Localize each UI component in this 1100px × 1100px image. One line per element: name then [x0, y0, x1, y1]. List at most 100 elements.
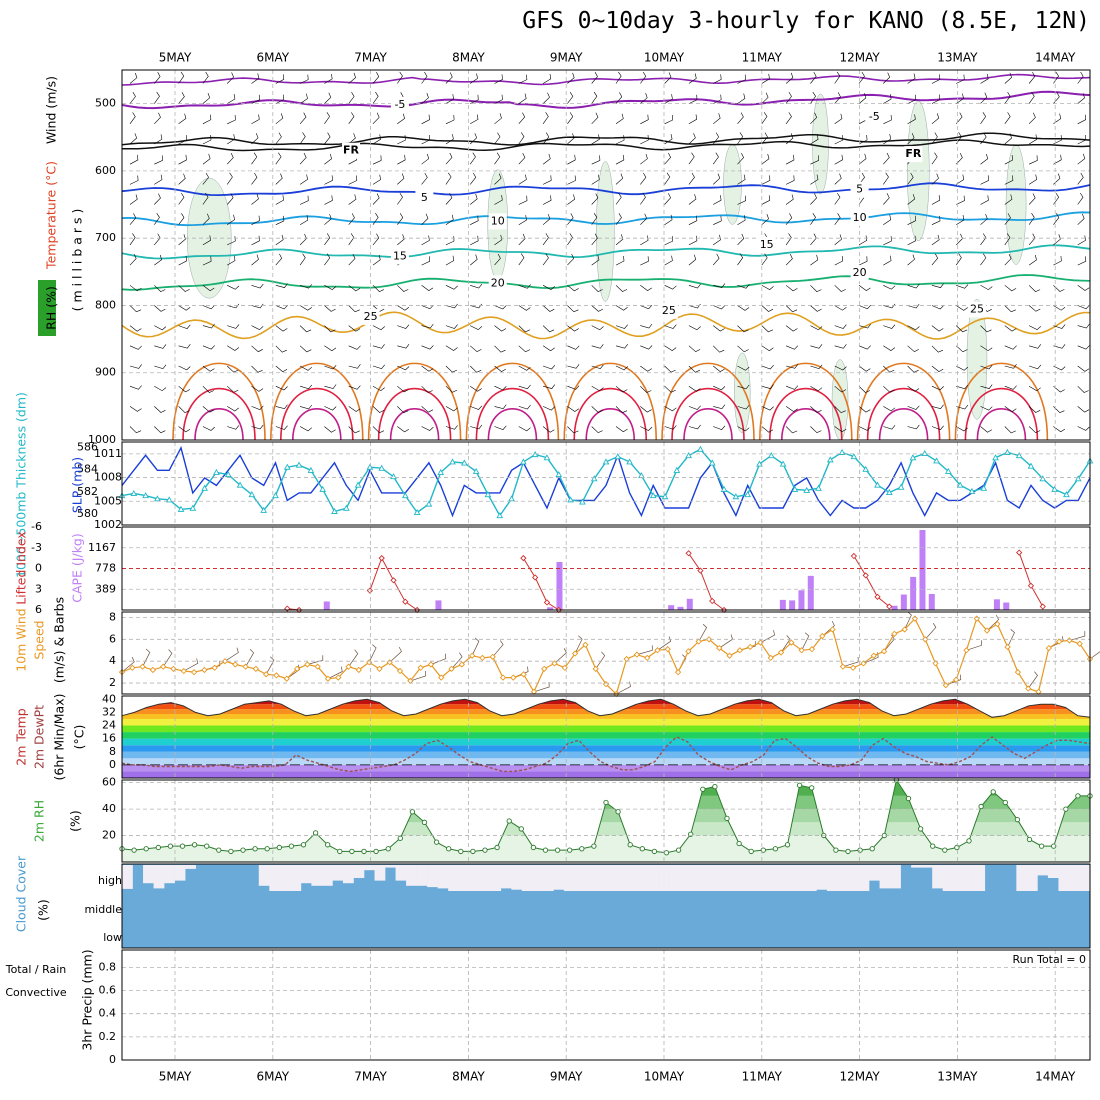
thickness-marker — [826, 456, 834, 463]
wind-barb — [1028, 385, 1041, 392]
wind-barb — [956, 74, 965, 84]
wind-barb — [737, 426, 750, 432]
lifted-index-marker — [1039, 603, 1046, 610]
wind-speed-marker — [438, 674, 445, 681]
isotherm-label: 5 — [856, 183, 863, 196]
thickness-marker — [708, 459, 716, 466]
wind-barb — [761, 305, 774, 312]
wind-barb — [1077, 134, 1087, 145]
wind-barb — [761, 213, 769, 225]
wind-barb — [518, 325, 530, 333]
isotherm-label: 10 — [853, 211, 867, 224]
high-cloud-gap — [816, 865, 828, 890]
wind-barb — [154, 385, 167, 392]
wind-barb — [178, 213, 185, 225]
rh-shading — [966, 299, 988, 420]
wind-barb — [858, 71, 865, 84]
rh-marker — [591, 843, 597, 849]
wind-speed-marker — [623, 655, 630, 663]
wind-barb — [154, 193, 161, 205]
wind-barb — [421, 153, 430, 165]
wind-barb — [275, 132, 282, 145]
wind-barb — [542, 153, 551, 165]
wind-barb — [1077, 256, 1087, 266]
wind-speed-marker — [870, 652, 877, 659]
wind-speed-marker — [448, 665, 455, 672]
wind-barb — [980, 92, 988, 104]
wind-barb — [980, 73, 989, 84]
wind-barb — [761, 253, 768, 266]
rh-marker — [675, 847, 682, 853]
high-cloud-gap — [1026, 865, 1038, 891]
wind-barb — [324, 305, 336, 312]
rh-marker — [639, 846, 645, 852]
wind-barb — [178, 344, 191, 349]
wind-barb — [931, 94, 941, 104]
precip-rain-label: Total / Rain — [5, 963, 67, 976]
wind-barb — [737, 74, 746, 84]
rh-marker — [954, 844, 960, 851]
wind-barb — [567, 364, 580, 369]
wind-barb — [955, 152, 963, 165]
wind-speed-marker — [1066, 637, 1073, 644]
wind-barb — [883, 303, 896, 309]
cape-bar — [928, 593, 935, 610]
high-cloud-gap — [311, 865, 323, 886]
wind-barb — [931, 113, 940, 125]
thickness-marker — [390, 473, 397, 480]
cape-bar — [435, 600, 442, 610]
wind-speed-marker — [304, 661, 311, 668]
wind-barb — [858, 153, 867, 165]
wind-barb — [129, 175, 139, 185]
wind-barb — [129, 406, 142, 412]
celsius-axis-label: (°C) — [72, 725, 87, 750]
thickness-marker — [767, 452, 775, 459]
isotherm-dome — [781, 407, 831, 441]
wind-barb — [300, 404, 313, 410]
wind-barb — [397, 113, 405, 125]
high-cloud-gap — [953, 865, 965, 891]
wind-barb — [640, 93, 648, 104]
wind-barb — [1004, 285, 1017, 292]
wind-barb — [445, 324, 458, 329]
wind-speed-marker — [324, 675, 332, 682]
wind-speed-marker — [1045, 644, 1052, 652]
wind-barb-10m — [307, 655, 324, 665]
wind-barb — [275, 305, 288, 310]
pressure-axis-label: ( m i l l i b a r s ) — [70, 209, 85, 312]
cloud-level-label: middle — [84, 903, 122, 916]
wind-barb — [955, 132, 962, 145]
high-cloud-gap — [521, 865, 533, 891]
wind-barb — [299, 253, 306, 266]
wind-barb — [494, 404, 507, 410]
wind-barb — [372, 406, 385, 413]
wind-barb — [785, 112, 792, 124]
wind-barb — [372, 364, 385, 370]
high-cloud-gap — [174, 865, 186, 881]
wind-tick: 8 — [109, 610, 116, 623]
wind-barb — [834, 285, 846, 292]
date-label-top: 8MAY — [452, 51, 485, 65]
wind-barb — [542, 305, 555, 312]
pressure-tick: 900 — [95, 366, 116, 379]
wind-barb — [858, 285, 871, 291]
wind-barb — [1028, 254, 1037, 266]
thickness-marker — [283, 463, 291, 470]
wind-barb — [737, 215, 746, 225]
high-cloud-gap — [1079, 865, 1091, 891]
wind-speed-marker — [829, 626, 836, 633]
temperature-band — [122, 751, 1090, 759]
high-cloud-gap — [300, 865, 312, 884]
slp-line — [121, 445, 1091, 518]
wind-barb — [275, 253, 283, 266]
rh-marker — [433, 839, 440, 845]
wind-barb — [421, 71, 428, 84]
wind-barb — [1004, 213, 1011, 225]
rh-marker — [337, 848, 343, 855]
wind-barb — [956, 426, 969, 432]
wind-barb — [883, 425, 896, 430]
wind-barb-10m — [657, 636, 672, 651]
wind-barb — [129, 325, 142, 332]
high-cloud-gap — [406, 865, 417, 886]
wind-barb — [397, 406, 409, 414]
